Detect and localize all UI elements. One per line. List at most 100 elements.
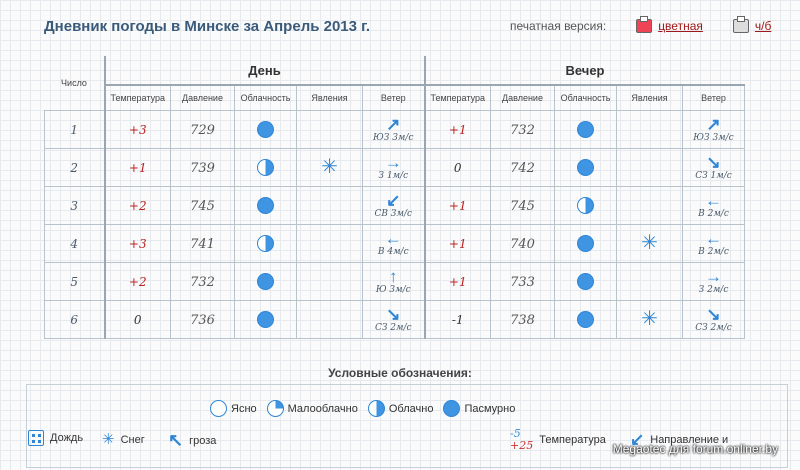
day-wind-cell: ↑ Ю 3м/с xyxy=(362,262,426,301)
eve-wind-cell: ↘ СЗ 1м/с xyxy=(682,148,745,187)
cloud-full-icon xyxy=(257,310,274,328)
day-phen-cell xyxy=(296,262,363,301)
temp-value: +2 xyxy=(128,274,147,289)
header-eve-wind: Ветер xyxy=(682,84,745,111)
legend-temp: -5 +25 Температура xyxy=(510,428,606,452)
eve-temp-cell: 0 xyxy=(424,148,491,187)
cloud-full-icon xyxy=(577,120,594,138)
day-cloud-cell xyxy=(234,262,297,301)
eve-wind-cell: ← В 2м/с xyxy=(682,186,745,225)
wind-text: В 4м/с xyxy=(377,247,409,257)
wind-arrow-icon: ← xyxy=(384,229,402,248)
wind-arrow-icon: ↑ xyxy=(389,267,398,286)
day-cloud-cell xyxy=(234,186,297,225)
cloud-full-icon xyxy=(577,158,594,176)
print-label: печатная версия: xyxy=(510,19,607,33)
eve-cloud-cell xyxy=(554,148,617,187)
row-day-number: 3 xyxy=(44,186,106,225)
eve-wind-cell: ← В 2м/с xyxy=(682,224,745,263)
clear-icon xyxy=(210,400,227,417)
legend-overcast: Пасмурно xyxy=(464,402,516,415)
wind-arrow-icon: ↙ xyxy=(386,191,401,210)
wind-text: СЗ 2м/с xyxy=(695,323,732,333)
header-eve-temp: Температура xyxy=(424,84,491,111)
day-cloud-cell xyxy=(234,148,297,187)
temp-value: +1 xyxy=(448,122,467,137)
day-pressure-cell: 732 xyxy=(170,262,235,301)
day-temp-cell: +2 xyxy=(104,186,171,225)
eve-phen-cell: ✳ xyxy=(616,224,683,263)
wind-text: З 2м/с xyxy=(698,285,729,295)
eve-wind-cell: ↗ ЮЗ 3м/с xyxy=(682,110,745,149)
overcast-icon xyxy=(443,400,461,417)
day-temp-cell: 0 xyxy=(104,300,171,339)
eve-temp-cell: +1 xyxy=(424,110,491,149)
legend-rain-label: Дождь xyxy=(50,432,84,444)
day-phen-cell xyxy=(296,224,363,263)
print-bw-link[interactable]: ч/б xyxy=(754,19,772,33)
row-day-number: 6 xyxy=(44,300,106,339)
weather-table: Число День Вечер Температура Давление Об… xyxy=(44,56,745,339)
snow-icon: ✳ xyxy=(321,156,338,178)
row-day-number: 2 xyxy=(44,148,106,187)
temp-value: +1 xyxy=(448,274,467,289)
legend-cloudy: Облачно xyxy=(388,402,434,415)
table-row: 3 +2 745 ↙ СВ 3м/с +1 745 ← В 2м/с xyxy=(44,186,745,225)
snow-icon: ✳ xyxy=(641,232,658,254)
legend-temp-label: Температура xyxy=(539,434,606,446)
legend-wind: ↙ Направление и xyxy=(630,430,728,450)
wind-arrow-icon: → xyxy=(705,267,722,286)
color-printer-icon[interactable] xyxy=(636,16,653,33)
wind-arrow-icon: ↗ xyxy=(706,115,721,134)
wind-arrow-icon: ↘ xyxy=(706,305,721,324)
pressure-value: 745 xyxy=(510,198,535,214)
wind-text: В 2м/с xyxy=(698,209,729,219)
table-row: 6 0 736 ↘ СЗ 2м/с -1 738 ✳ ↘ СЗ 2м/с xyxy=(44,300,745,339)
wind-arrow-icon: ← xyxy=(705,229,722,248)
snow-icon: ✳ xyxy=(102,431,115,448)
cloud-full-icon xyxy=(257,272,274,290)
wind-text: СЗ 1м/с xyxy=(695,171,732,181)
legend-snow: ✳ Снег xyxy=(102,430,145,450)
pressure-value: 729 xyxy=(190,122,215,138)
day-wind-cell: ↘ СЗ 2м/с xyxy=(362,300,426,339)
page-title: Дневник погоды в Минске за Апрель 2013 г… xyxy=(44,18,371,35)
eve-phen-cell: ✳ xyxy=(616,300,683,339)
day-pressure-cell: 729 xyxy=(170,110,235,149)
day-wind-cell: ← В 4м/с xyxy=(362,224,426,263)
header-eve-pressure: Давление xyxy=(490,84,555,111)
eve-cloud-cell xyxy=(554,300,617,339)
cloud-half-icon xyxy=(577,196,594,214)
eve-temp-cell: +1 xyxy=(424,262,491,301)
watermark: Megaotec для forum.onliner.by xyxy=(612,442,778,456)
cloud-full-icon xyxy=(257,120,274,138)
row-day-number: 4 xyxy=(44,224,106,263)
pressure-value: 739 xyxy=(190,160,215,176)
legend-partly: Малооблачно xyxy=(287,402,358,415)
bw-printer-icon[interactable] xyxy=(732,16,749,33)
header-eve-phen: Явления xyxy=(616,84,683,111)
header-day-wind: Ветер xyxy=(362,84,426,111)
cloud-half-icon xyxy=(257,234,274,252)
temp-value: -1 xyxy=(451,312,464,327)
wind-arrow-icon: ← xyxy=(705,191,722,210)
print-color-link[interactable]: цветная xyxy=(658,19,703,33)
legend-clear: Ясно xyxy=(231,402,257,415)
cloud-full-icon xyxy=(577,310,594,328)
day-cloud-cell xyxy=(234,300,297,339)
rain-icon xyxy=(28,430,44,446)
eve-phen-cell xyxy=(616,148,683,187)
eve-temp-cell: -1 xyxy=(424,300,491,339)
eve-phen-cell xyxy=(616,186,683,225)
pressure-value: 732 xyxy=(510,122,535,138)
legend-storm: ↖ гроза xyxy=(168,430,216,451)
day-phen-cell xyxy=(296,186,363,225)
temp-value: +3 xyxy=(128,236,147,251)
eve-temp-cell: +1 xyxy=(424,224,491,263)
print-version-bar: печатная версия: цветная ч/б xyxy=(510,16,772,33)
temp-value: +1 xyxy=(128,160,147,175)
wind-text: З 1м/с xyxy=(378,171,409,181)
pressure-value: 736 xyxy=(190,312,215,328)
day-cloud-cell xyxy=(234,110,297,149)
wind-direction-icon: ↙ xyxy=(630,430,645,449)
